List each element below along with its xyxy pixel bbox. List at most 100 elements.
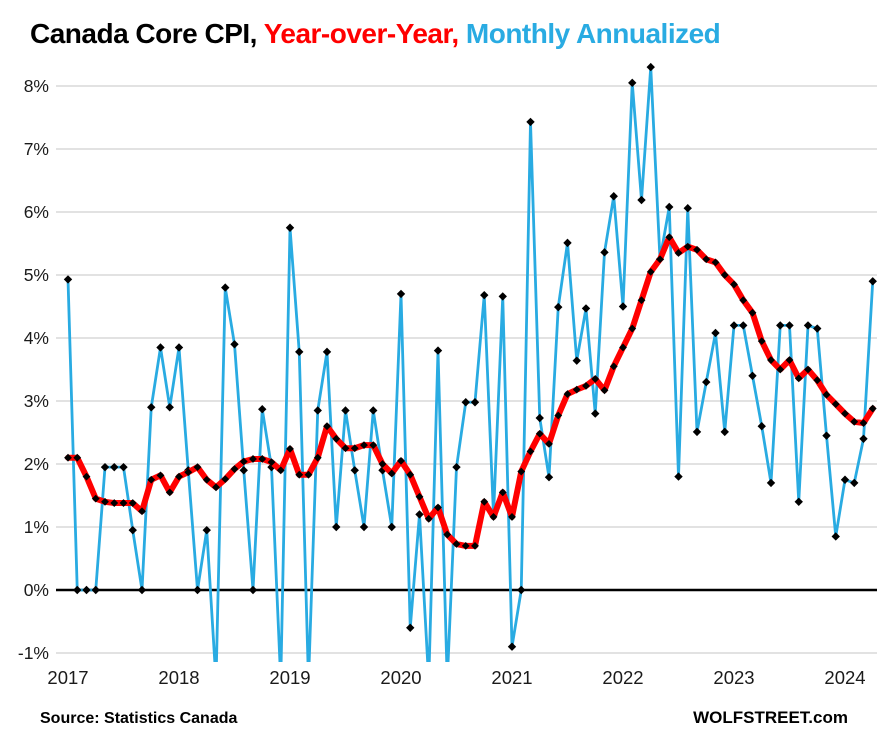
data-point-marker — [249, 455, 257, 463]
data-point-marker — [656, 255, 664, 264]
data-point-marker — [378, 460, 387, 468]
y-tick-label: 7% — [24, 139, 49, 159]
data-point-marker — [554, 411, 563, 420]
data-point-marker — [794, 497, 803, 506]
data-point-marker — [63, 275, 73, 284]
data-point-marker — [137, 585, 147, 595]
data-point-marker — [637, 195, 646, 205]
data-point-marker — [313, 453, 322, 462]
data-point-marker — [359, 522, 369, 532]
chart-title-monthly-legend: Monthly Annualized — [458, 18, 721, 49]
data-point-marker — [267, 458, 276, 467]
data-point-marker — [785, 321, 794, 330]
data-point-marker — [591, 375, 600, 383]
data-point-marker — [841, 409, 849, 418]
data-point-marker — [572, 356, 581, 365]
data-point-marker — [581, 304, 591, 313]
data-point-marker — [128, 525, 137, 535]
data-point-marker — [767, 356, 775, 364]
x-tick-label: 2019 — [269, 667, 310, 688]
data-point-marker — [692, 427, 702, 437]
y-tick-label: 4% — [24, 328, 49, 348]
data-point-marker — [295, 347, 304, 357]
data-point-marker — [230, 465, 239, 473]
data-point-marker — [776, 321, 785, 330]
data-point-marker — [470, 398, 480, 407]
data-point-marker — [526, 447, 535, 456]
data-point-marker — [600, 248, 609, 257]
data-point-marker — [387, 469, 396, 478]
data-point-marker — [618, 302, 628, 311]
data-point-marker — [813, 324, 822, 333]
data-point-marker — [609, 362, 618, 371]
data-point-marker — [258, 404, 267, 414]
x-tick-label: 2020 — [380, 667, 421, 688]
data-point-marker — [757, 422, 766, 431]
data-point-marker — [720, 427, 729, 437]
data-point-marker — [637, 296, 646, 305]
data-point-marker — [350, 466, 359, 475]
chart-title-yoy-legend: Year-over-Year, — [263, 18, 459, 49]
data-point-marker — [221, 475, 230, 484]
data-point-marker — [452, 462, 461, 472]
data-point-marker — [286, 444, 294, 453]
data-point-marker — [868, 277, 877, 286]
data-point-marker — [739, 321, 748, 330]
data-point-marker — [119, 499, 128, 507]
data-point-marker — [831, 532, 840, 541]
data-point-marker — [582, 381, 590, 390]
data-point-marker — [322, 347, 332, 357]
data-point-marker — [110, 462, 119, 472]
data-point-marker — [785, 356, 794, 364]
series-year-over-year — [64, 233, 877, 550]
data-point-marker — [711, 258, 720, 267]
data-point-marker — [665, 233, 674, 242]
data-point-marker — [73, 453, 82, 462]
data-point-marker — [720, 271, 729, 279]
data-point-marker — [554, 302, 563, 312]
data-point-marker — [276, 466, 285, 475]
data-point-marker — [674, 472, 683, 481]
data-point-marker — [415, 510, 424, 519]
data-point-marker — [119, 462, 128, 472]
y-tick-label: -1% — [18, 643, 49, 663]
data-point-marker — [822, 390, 831, 399]
data-point-marker — [100, 462, 110, 472]
data-point-marker — [313, 406, 322, 415]
data-point-marker — [850, 478, 859, 488]
y-tick-label: 3% — [24, 391, 49, 411]
data-point-marker — [840, 475, 850, 484]
data-point-marker — [82, 472, 91, 481]
data-point-marker — [480, 497, 489, 506]
data-point-marker — [730, 280, 738, 289]
data-point-marker — [138, 507, 146, 516]
data-point-marker — [295, 470, 304, 479]
x-tick-label: 2022 — [602, 667, 643, 688]
data-point-marker — [804, 365, 812, 374]
data-point-marker — [82, 585, 91, 595]
data-point-marker — [517, 467, 526, 476]
data-point-marker — [304, 470, 313, 479]
data-point-marker — [193, 585, 202, 595]
data-point-marker — [461, 542, 470, 550]
y-tick-label: 1% — [24, 517, 49, 537]
data-point-marker — [683, 242, 692, 251]
data-point-marker — [739, 296, 748, 305]
data-point-marker — [323, 422, 331, 431]
data-point-marker — [563, 390, 572, 398]
x-tick-label: 2017 — [47, 667, 88, 688]
data-point-marker — [258, 455, 267, 463]
y-tick-label: 6% — [24, 202, 49, 222]
gridlines — [56, 85, 877, 654]
data-point-marker — [609, 192, 618, 201]
data-point-marker — [360, 441, 368, 449]
data-point-marker — [341, 444, 350, 453]
data-point-marker — [239, 466, 248, 475]
data-point-marker — [563, 238, 572, 248]
data-point-marker — [184, 468, 193, 477]
data-point-marker — [406, 623, 415, 632]
data-point-marker — [147, 475, 156, 484]
data-point-marker — [248, 585, 258, 595]
data-point-marker — [859, 419, 868, 427]
